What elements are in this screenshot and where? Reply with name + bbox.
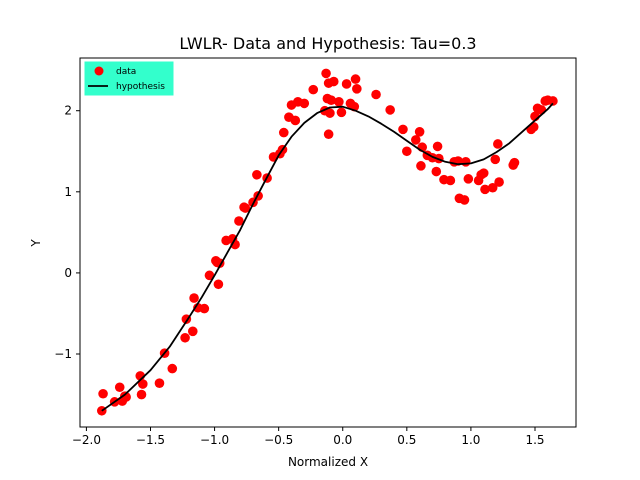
legend-data-label: data [116, 67, 136, 77]
data-point [336, 107, 347, 118]
data-point [341, 79, 352, 89]
y-tick-label: 0 [64, 266, 72, 280]
data-point [478, 168, 489, 178]
hypothesis-line [101, 102, 554, 412]
y-tick-label: −1 [54, 347, 72, 361]
data-point [136, 389, 147, 400]
data-point [385, 105, 395, 115]
data-point [414, 127, 425, 137]
data-point [509, 157, 520, 168]
data-point [308, 84, 319, 95]
data-point [154, 378, 165, 389]
x-tick-label: 1.5 [525, 433, 544, 447]
data-point [328, 76, 339, 87]
data-point [445, 175, 456, 186]
x-tick-label: −2.0 [72, 433, 101, 447]
legend: data hypothesis [84, 61, 174, 96]
data-point [350, 74, 361, 84]
data-point [189, 293, 199, 303]
data-point [326, 95, 337, 105]
data-point [536, 105, 547, 115]
data-point [548, 96, 558, 106]
data-point [352, 84, 362, 94]
data-point [432, 141, 443, 152]
legend-data-marker [94, 66, 104, 76]
data-point [334, 96, 344, 107]
data-point [416, 161, 426, 171]
data-point [431, 166, 442, 177]
data-point [410, 135, 421, 145]
data-point [180, 332, 190, 343]
plot-area: −2.0 −1.5 −1.0 −0.5 0.0 0.5 1.0 1.5 −1 0 1 2 [54, 57, 577, 447]
data-point [114, 382, 125, 393]
data-point [463, 174, 474, 184]
data-point [278, 127, 289, 138]
data-point [371, 89, 381, 100]
data-point [490, 154, 501, 165]
data-point [199, 303, 210, 314]
x-axis-label: Normalized X [288, 455, 368, 469]
y-tick-label: 2 [64, 104, 72, 118]
y-axis-label: Y [29, 239, 43, 248]
x-tick-label: 0.5 [397, 433, 416, 447]
x-tick-label: 1.0 [461, 433, 480, 447]
data-point [323, 129, 334, 140]
data-point [493, 139, 503, 149]
data-point [402, 146, 412, 157]
x-tick-label: −1.5 [136, 433, 165, 447]
axes-frame [79, 57, 577, 428]
data-point [204, 270, 215, 281]
data-point [459, 195, 470, 205]
data-point [460, 157, 471, 167]
data-point [321, 68, 331, 79]
data-point [187, 326, 198, 337]
x-tick-label: −1.0 [200, 433, 229, 447]
chart-title: LWLR- Data and Hypothesis: Tau=0.3 [179, 34, 476, 53]
data-point [487, 182, 498, 193]
x-tick-label: −0.5 [264, 433, 293, 447]
x-tick-label: 0.0 [333, 433, 352, 447]
data-point [252, 169, 262, 180]
data-point [240, 203, 251, 213]
data-point [138, 379, 148, 389]
y-tick-label: 1 [64, 185, 72, 199]
data-point [398, 124, 408, 135]
data-point [325, 108, 335, 118]
data-point [494, 177, 504, 187]
data-point [234, 216, 244, 226]
data-point [299, 98, 310, 109]
data-point [480, 184, 490, 195]
legend-hypothesis-label: hypothesis [116, 82, 165, 92]
data-point [213, 279, 224, 290]
data-point [290, 115, 301, 126]
data-point [98, 388, 108, 399]
data-point [167, 363, 178, 374]
